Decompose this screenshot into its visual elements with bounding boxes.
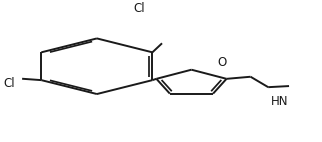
Text: O: O <box>217 56 227 69</box>
Text: Cl: Cl <box>133 2 145 15</box>
Text: Cl: Cl <box>3 77 14 90</box>
Text: HN: HN <box>271 95 289 108</box>
